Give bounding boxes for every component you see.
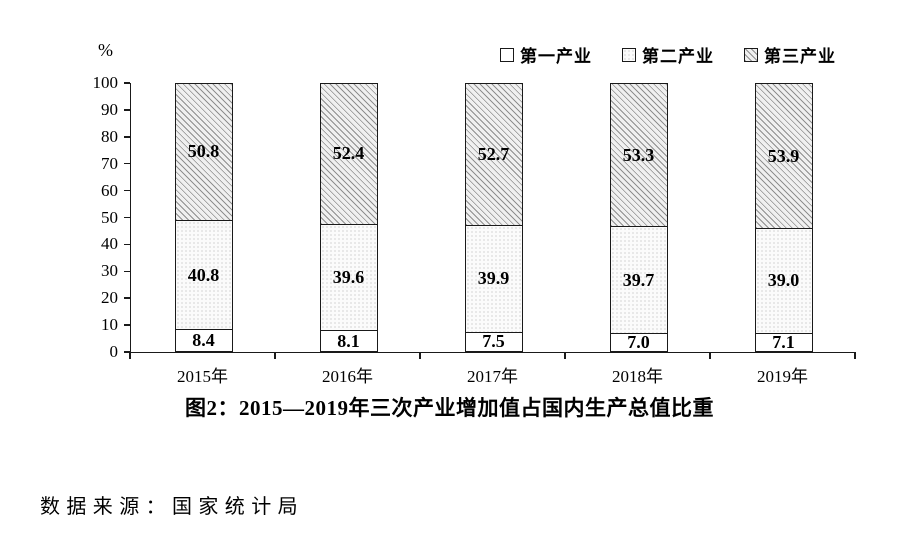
- bar-value-label: 40.8: [187, 264, 220, 285]
- bar-segment: 52.4: [319, 82, 378, 224]
- x-axis-category-label: 2017年: [467, 367, 518, 386]
- y-axis-tick-label: 0: [109, 342, 119, 361]
- y-axis-tick-label: 30: [101, 261, 118, 281]
- y-axis-tick: [124, 109, 130, 111]
- y-axis-tick-label: 50: [101, 207, 118, 227]
- x-axis-tick: [274, 353, 276, 359]
- bar-segment: 50.8: [174, 83, 233, 220]
- y-axis-tick: [124, 82, 130, 84]
- bar-segment: 53.3: [609, 83, 668, 227]
- y-axis-tick: [124, 162, 130, 165]
- legend-label: 第三产业: [764, 47, 836, 66]
- bar-value-label: 8.4: [192, 330, 215, 351]
- chart-title: 图2：2015—2019年三次产业增加值占国内生产总值比重: [185, 396, 714, 420]
- bar-value-label: 39.7: [622, 269, 655, 290]
- bar-value-label: 50.8: [187, 141, 220, 162]
- bar-segment: 40.8: [174, 219, 233, 330]
- y-axis-tick: [124, 297, 130, 299]
- bar-value-label: 7.5: [482, 331, 505, 352]
- bar-segment: 39.7: [609, 226, 668, 334]
- x-axis-tick: [564, 353, 566, 359]
- x-axis-tick: [854, 353, 856, 359]
- bar-value-label: 7.0: [627, 332, 650, 353]
- y-axis-unit-label: %: [98, 40, 113, 60]
- bar-segment: 39.9: [464, 224, 523, 332]
- stacked-bar: 7.0 39.7 53.3: [609, 83, 668, 353]
- y-axis-tick-label: 90: [101, 99, 118, 119]
- x-axis-tick: [129, 353, 131, 359]
- bar-value-label: 39.6: [332, 266, 365, 287]
- stacked-bar: 8.4 40.8 50.8: [174, 83, 233, 352]
- x-axis-category-label: 2015年: [177, 367, 228, 386]
- legend-item: 第一产业: [500, 42, 592, 67]
- bar-value-label: 8.1: [337, 330, 360, 351]
- bar-value-label: 7.1: [772, 331, 795, 352]
- y-axis-tick: [124, 189, 130, 192]
- bar-value-label: 53.3: [622, 144, 655, 165]
- bar-value-label: 39.9: [477, 268, 510, 289]
- y-axis-tick-label: 60: [101, 180, 118, 200]
- x-axis-tick: [419, 353, 421, 359]
- y-axis-tick: [124, 351, 130, 353]
- data-source-note: 数据来源：国家统计局: [40, 496, 304, 518]
- y-axis-tick: [124, 243, 130, 246]
- plot-area: 8.4 40.8 50.8 8.1 39.6 52.4 7.5 39.9 52.7 7.0 39.7…: [130, 82, 856, 353]
- y-axis-tick-label: 40: [101, 234, 118, 254]
- bar-segment: 52.7: [464, 82, 523, 225]
- bar-segment: 53.9: [754, 83, 813, 228]
- y-axis-tick: [124, 270, 130, 273]
- y-axis-tick: [124, 216, 130, 219]
- y-axis-tick-label: 100: [92, 73, 119, 92]
- y-axis-tick-label: 10: [101, 315, 118, 335]
- bar-value-label: 52.7: [477, 143, 510, 164]
- legend-item: 第二产业: [622, 42, 714, 67]
- y-axis-tick-label: 20: [101, 288, 118, 308]
- bar-segment: 7.0: [609, 332, 668, 353]
- bar-segment: 8.4: [174, 329, 233, 352]
- legend-label: 第二产业: [642, 47, 714, 66]
- legend: 第一产业 第二产业 第三产业: [500, 42, 836, 67]
- legend-swatch-icon: [622, 47, 636, 62]
- stacked-bar: 8.1 39.6 52.4: [319, 82, 378, 352]
- bar-value-label: 53.9: [767, 145, 800, 166]
- bar-value-label: 52.4: [332, 143, 365, 164]
- bar-segment: 7.1: [754, 331, 813, 352]
- bar-segment: 7.5: [464, 331, 523, 352]
- x-axis-tick: [709, 353, 711, 359]
- bar-segment: 39.0: [754, 228, 813, 333]
- y-axis-tick: [124, 136, 130, 138]
- bar-segment: 8.1: [319, 330, 378, 352]
- legend-swatch-icon: [500, 47, 514, 62]
- x-axis-category-label: 2016年: [322, 367, 373, 386]
- y-axis-tick-label: 70: [101, 153, 118, 173]
- bar-segment: 39.6: [319, 223, 378, 331]
- legend-item: 第三产业: [744, 42, 836, 67]
- bar-value-label: 39.0: [767, 270, 800, 291]
- x-axis-category-label: 2018年: [612, 367, 663, 386]
- legend-swatch-icon: [744, 47, 758, 62]
- x-axis-category-label: 2019年: [757, 367, 808, 386]
- stacked-bar: 7.5 39.9 52.7: [464, 82, 523, 352]
- legend-label: 第一产业: [520, 47, 592, 66]
- y-axis-tick-label: 80: [101, 126, 118, 146]
- y-axis-tick: [124, 324, 130, 326]
- stacked-bar: 7.1 39.0 53.9: [754, 83, 813, 352]
